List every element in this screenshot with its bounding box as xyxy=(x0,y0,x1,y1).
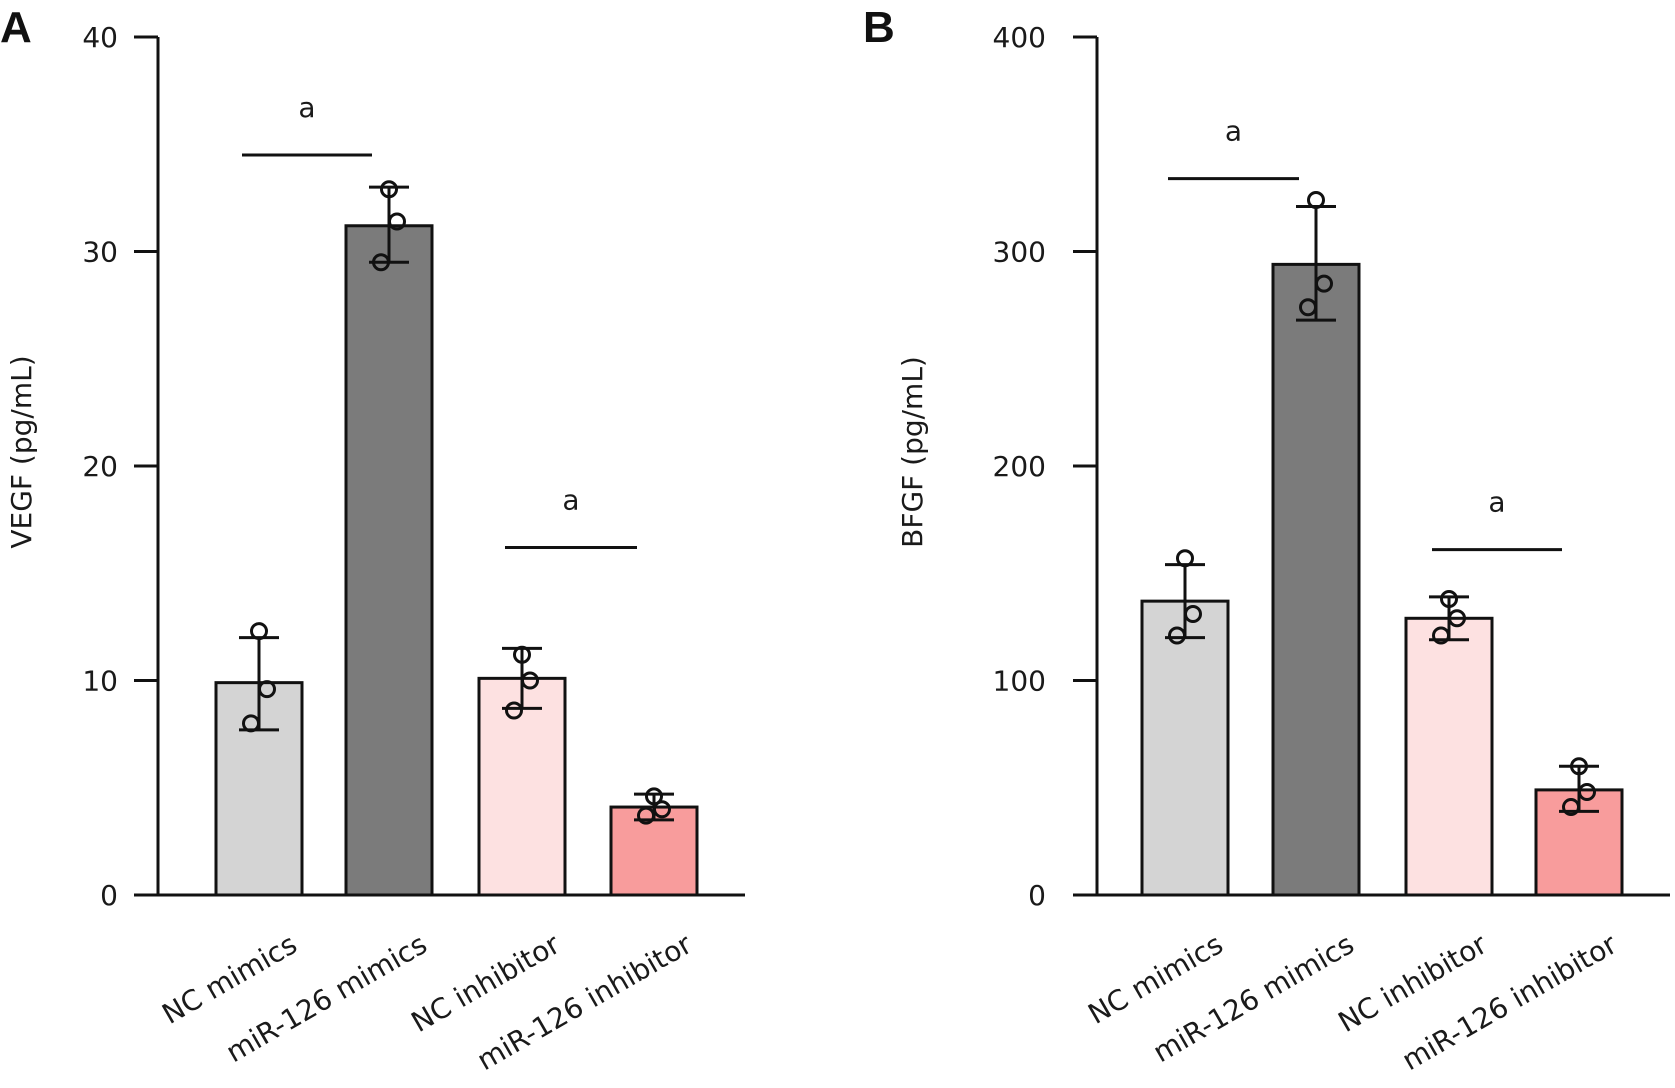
data-point xyxy=(637,806,655,825)
significance-label: a xyxy=(562,484,579,517)
data-point xyxy=(1176,549,1194,568)
bar xyxy=(344,224,434,897)
data-point xyxy=(250,622,268,641)
significance-label: a xyxy=(1488,486,1505,519)
y-axis-label: BFGF (pg/mL) xyxy=(896,356,929,548)
data-point xyxy=(1570,757,1588,776)
data-point xyxy=(653,800,671,819)
data-point xyxy=(1432,626,1450,645)
data-point xyxy=(1307,191,1325,210)
data-point xyxy=(1299,298,1317,317)
y-tick-label: 40 xyxy=(82,21,118,54)
y-tick-label: 10 xyxy=(82,665,118,698)
y-axis-label: VEGF (pg/mL) xyxy=(5,355,38,548)
y-tick-label: 20 xyxy=(82,450,118,483)
data-point xyxy=(505,701,523,720)
bar xyxy=(1140,599,1230,897)
y-tick-label: 200 xyxy=(993,450,1046,483)
data-point xyxy=(388,212,406,231)
data-point xyxy=(1315,274,1333,293)
data-point xyxy=(380,180,398,199)
data-point xyxy=(1168,626,1186,645)
y-tick-label: 0 xyxy=(1028,879,1046,912)
category-label: miR-126 inhibitor xyxy=(471,927,698,1077)
y-tick-label: 400 xyxy=(993,21,1046,54)
data-point xyxy=(1562,798,1580,817)
data-point xyxy=(372,253,390,272)
bar xyxy=(1404,616,1494,897)
significance-label: a xyxy=(298,91,315,124)
data-point xyxy=(258,680,276,699)
y-tick-label: 300 xyxy=(993,236,1046,269)
data-point xyxy=(1440,589,1458,608)
y-tick-label: 100 xyxy=(993,665,1046,698)
category-label: miR-126 inhibitor xyxy=(1396,927,1623,1077)
data-point xyxy=(1448,609,1466,628)
y-tick-label: 0 xyxy=(100,879,118,912)
data-point xyxy=(645,787,663,806)
data-point xyxy=(521,671,539,690)
panel-letter-a: A xyxy=(0,3,32,52)
data-point xyxy=(513,645,531,664)
data-point xyxy=(242,714,260,733)
panel-letter-b: B xyxy=(863,3,895,52)
data-point xyxy=(1578,783,1596,802)
y-tick-label: 30 xyxy=(82,236,118,269)
data-point xyxy=(1184,605,1202,624)
significance-label: a xyxy=(1225,115,1242,148)
bar xyxy=(1271,262,1361,897)
